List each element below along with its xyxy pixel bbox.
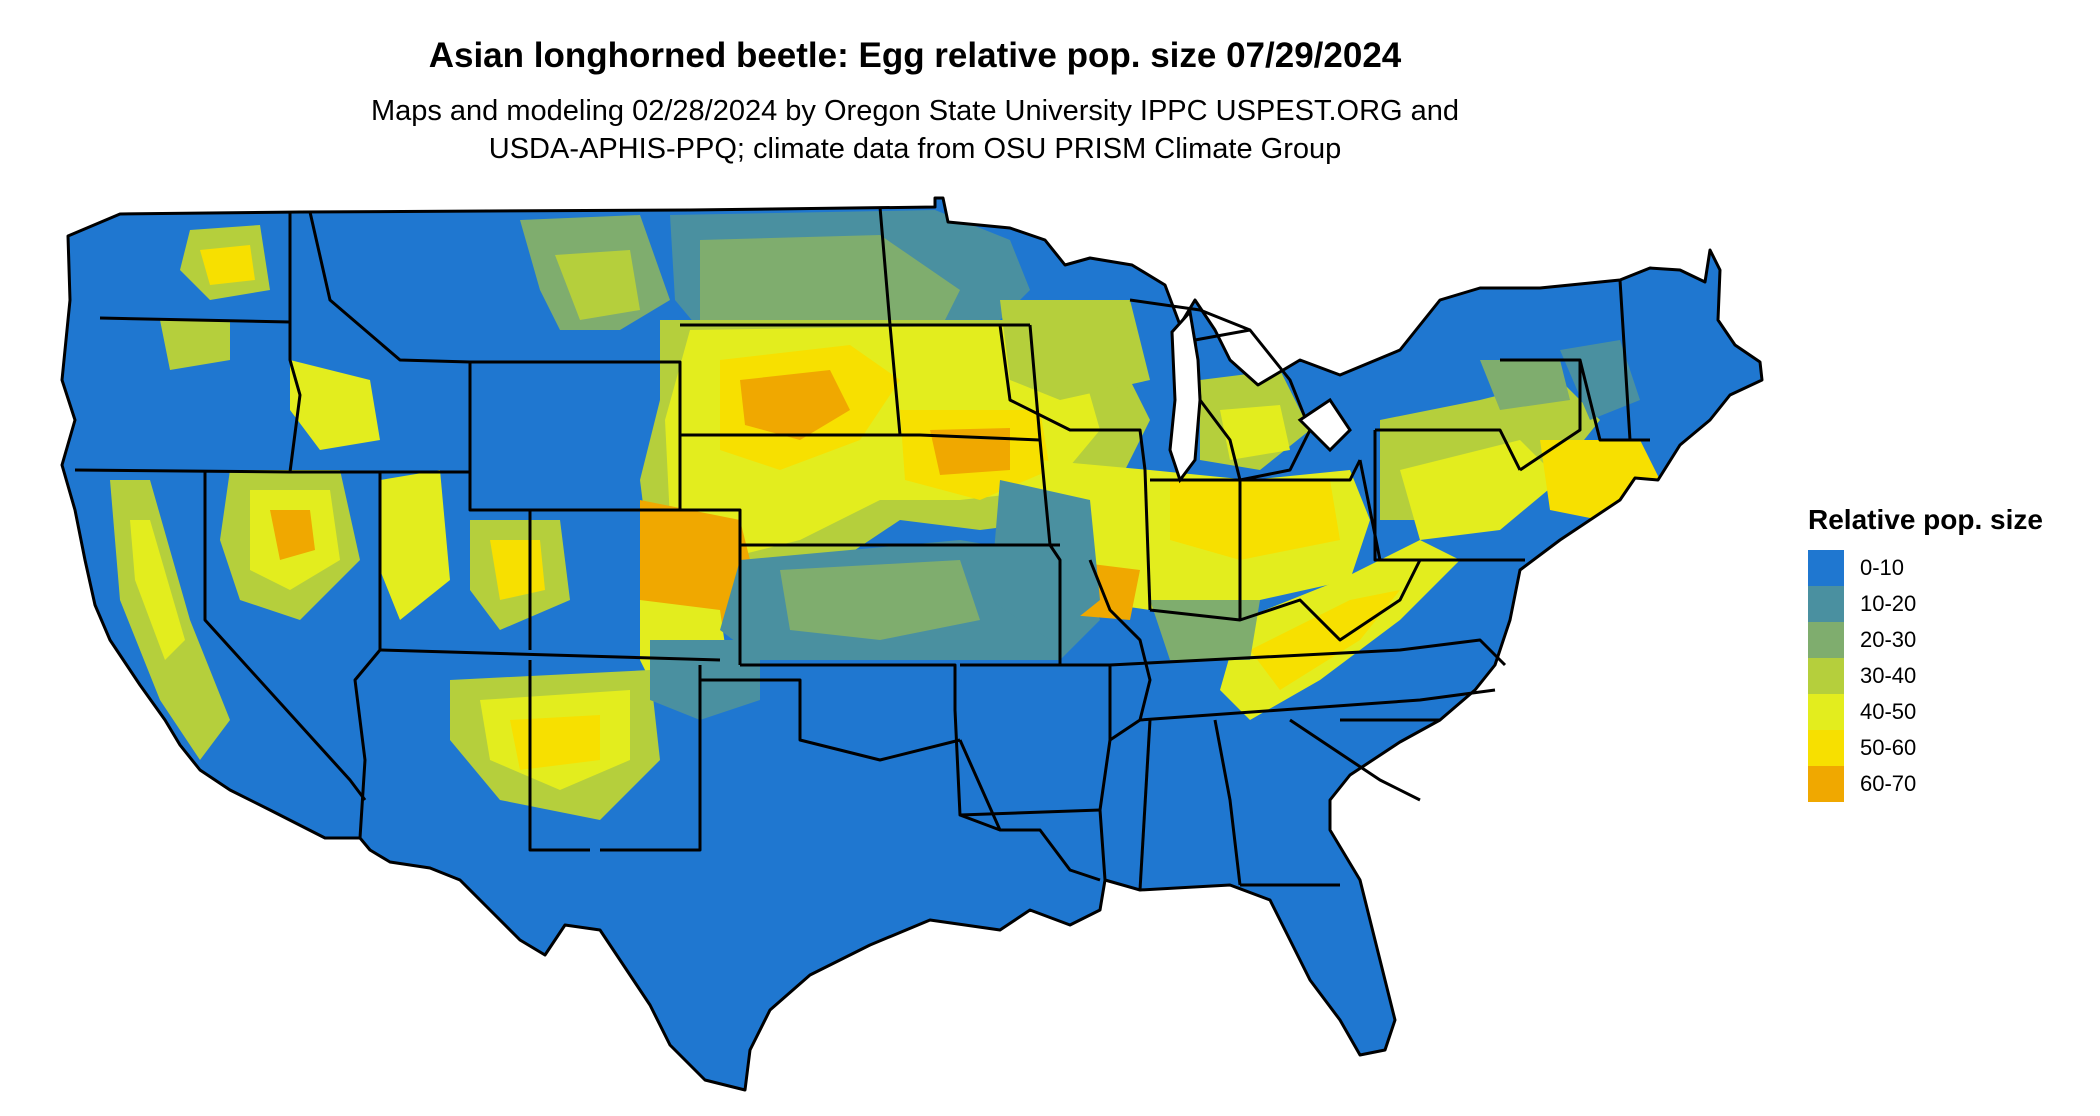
border-four-corners <box>379 648 721 662</box>
legend-label: 60-70 <box>1860 771 1917 796</box>
subtitle-line-2: USDA-APHIS-PPQ; climate data from OSU PR… <box>488 133 1342 165</box>
legend-title: Relative pop. size <box>1808 504 2043 535</box>
border-ms-al <box>1138 719 1152 891</box>
border-ia-mo <box>1028 324 1062 665</box>
zone-30-40-wisconsin <box>1000 300 1150 400</box>
legend-item: 40-50 <box>1808 694 2043 730</box>
great-lakes <box>1168 308 1352 484</box>
zone-50-60-washington <box>200 245 255 285</box>
lake-michigan <box>1168 308 1202 484</box>
subtitle-line-1: Maps and modeling 02/28/2024 by Oregon S… <box>370 95 1460 127</box>
border-mo-il <box>1088 559 1152 742</box>
border-ca-nv <box>203 470 367 801</box>
border-ky-wv <box>1149 559 1422 642</box>
border-ar-la <box>958 739 1101 882</box>
map-title: Asian longhorned beetle: Egg relative po… <box>428 36 1402 75</box>
zone-50-60-ohio <box>1170 480 1340 560</box>
border-tn-va <box>1109 638 1507 667</box>
zone-60-70-nevada <box>270 510 315 560</box>
border-al-ga <box>1213 719 1242 886</box>
border-oh-mi <box>1240 459 1362 482</box>
border-ks-ok <box>740 663 1001 832</box>
legend-swatch <box>1808 622 1844 658</box>
border-michigan <box>1193 328 1312 482</box>
zone-40-50-idaho <box>290 360 380 450</box>
legend-label: 0-10 <box>1860 555 1905 580</box>
border-mn-nd <box>878 206 902 436</box>
border-la-tx <box>959 808 1101 817</box>
legend-swatch <box>1808 730 1844 766</box>
legend-item: 50-60 <box>1808 730 2043 766</box>
legend: Relative pop. size 0-10 10-20 20-30 30-4… <box>1808 504 2043 802</box>
legend-swatch <box>1808 550 1844 586</box>
legend-swatch <box>1808 586 1844 622</box>
zone-40-50-michigan <box>1220 405 1290 460</box>
zone-20-30-kentucky <box>1150 600 1260 660</box>
border-sd-ne <box>680 433 1041 442</box>
border-ok-tx <box>700 678 961 762</box>
zone-20-30-dakotas <box>700 235 960 335</box>
border-ny-pa <box>1375 428 1522 471</box>
border-ny <box>1500 358 1582 472</box>
border-ut-wy <box>468 472 532 650</box>
border-nv-az <box>353 472 382 839</box>
border-vt-ma <box>1578 359 1650 442</box>
border-id-mt <box>308 211 472 472</box>
zone-40-50-utah-west <box>380 470 450 620</box>
lake-erie <box>1297 397 1352 453</box>
border-il-in <box>1143 469 1152 611</box>
legend-label: 30-40 <box>1860 663 1917 688</box>
border-upper-peninsula <box>1129 298 1251 332</box>
legend-swatch <box>1808 658 1844 694</box>
zone-50-60-arizona-nm <box>510 715 600 770</box>
legend-label: 10-20 <box>1860 591 1917 616</box>
border-tn-nc <box>1139 688 1496 722</box>
legend-label: 20-30 <box>1860 627 1917 652</box>
map-subtitle: Maps and modeling 02/28/2024 by Oregon S… <box>0 92 1830 168</box>
legend-item: 20-30 <box>1808 622 2043 658</box>
border-wa-or <box>99 316 291 324</box>
border-pa <box>1373 430 1525 562</box>
zone-60-70-iowa <box>930 428 1010 475</box>
legend-item: 30-40 <box>1808 658 2043 694</box>
legend-item: 10-20 <box>1808 586 2043 622</box>
zone-40-50-california <box>130 520 185 660</box>
state-borders <box>60 196 1764 1092</box>
legend-swatch <box>1808 766 1844 802</box>
zone-20-30-kansas <box>780 560 980 640</box>
border-ms-la <box>1098 739 1112 881</box>
zone-50-60-appalachian <box>1250 590 1400 690</box>
border-az-nm <box>528 660 590 852</box>
zone-60-70-nebraska <box>740 370 850 440</box>
border-nh-me <box>1618 279 1632 441</box>
zone-20-30-adirondacks <box>1480 360 1570 410</box>
legend-items: 0-10 10-20 20-30 30-40 40-50 50-60 60-70 <box>1808 550 2043 802</box>
border-wy <box>470 360 682 510</box>
border-ia-wi <box>998 324 1147 471</box>
border-id-west <box>288 212 302 473</box>
legend-label: 40-50 <box>1860 699 1917 724</box>
border-ga-sc <box>1289 718 1421 802</box>
us-map <box>60 196 1764 1092</box>
legend-item: 0-10 <box>1808 550 2043 586</box>
border-oh-pa <box>1358 459 1382 561</box>
zone-30-40-montana <box>555 250 640 320</box>
legend-swatch <box>1808 694 1844 730</box>
zone-40-50-pennsylvania <box>1400 440 1560 540</box>
legend-item: 60-70 <box>1808 766 2043 802</box>
border-nm-tx <box>600 665 702 852</box>
zone-30-40-oregon <box>160 320 230 370</box>
us-outline <box>60 196 1764 1092</box>
border-co <box>530 508 742 665</box>
map-fill-layer <box>62 198 1762 1090</box>
border-or-nv-ca <box>74 468 380 474</box>
legend-label: 50-60 <box>1860 735 1917 760</box>
zone-10-20-missouri-east <box>990 480 1100 640</box>
